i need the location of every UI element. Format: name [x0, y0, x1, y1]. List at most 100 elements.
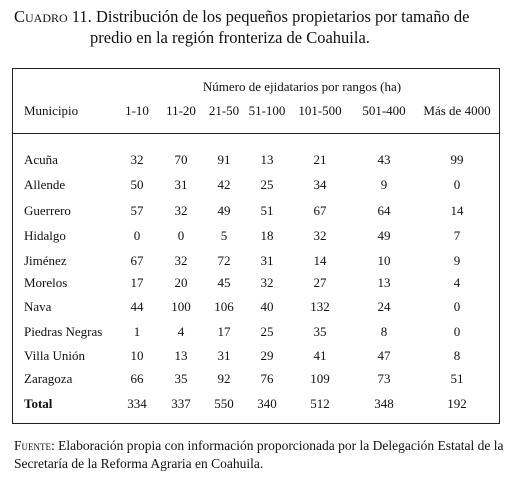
cell: 17: [131, 275, 145, 290]
cell: 340: [257, 396, 277, 411]
cell: 100: [171, 299, 191, 314]
row-label: Guerrero: [24, 203, 71, 218]
cell: 73: [378, 371, 391, 386]
cell: 67: [314, 203, 328, 218]
cell: 66: [131, 371, 145, 386]
cell: 8: [381, 324, 388, 339]
cell: 49: [378, 228, 391, 243]
column-header: 11-20: [166, 103, 196, 118]
cell: 4: [178, 324, 185, 339]
cell: 72: [218, 253, 231, 268]
cell: 21: [314, 152, 327, 167]
cell: 10: [378, 253, 391, 268]
cell: 67: [131, 253, 145, 268]
cell: 0: [134, 228, 141, 243]
row-label: Piedras Negras: [24, 324, 102, 339]
cell: 1: [134, 324, 141, 339]
cell: 51: [451, 371, 464, 386]
title-label: Cuadro 11.: [14, 7, 92, 26]
cell: 31: [218, 348, 231, 363]
cell: 334: [127, 396, 147, 411]
cell: 32: [131, 152, 144, 167]
cell: 57: [131, 203, 145, 218]
cell: 0: [178, 228, 185, 243]
cell: 10: [131, 348, 144, 363]
row-label: Allende: [24, 177, 65, 192]
column-header: 51-100: [249, 103, 286, 118]
cell: 32: [175, 203, 188, 218]
cell: 49: [218, 203, 231, 218]
row-label: Villa Unión: [24, 348, 85, 363]
cell: 47: [378, 348, 392, 363]
cell: 31: [261, 253, 274, 268]
cell: 9: [454, 253, 461, 268]
cell: 51: [261, 203, 274, 218]
source-text: Elaboración propia con información propo…: [14, 438, 504, 471]
cell: 50: [131, 177, 144, 192]
cell: 42: [218, 177, 231, 192]
cell: 13: [378, 275, 391, 290]
cell: 43: [378, 152, 391, 167]
cell: 14: [314, 253, 328, 268]
cell: 32: [261, 275, 274, 290]
column-header: Municipio: [24, 103, 78, 118]
cell: 91: [218, 152, 231, 167]
cell: 5: [221, 228, 228, 243]
row-label: Nava: [24, 299, 52, 314]
cell: 20: [175, 275, 188, 290]
cell: 41: [314, 348, 327, 363]
cell: 24: [378, 299, 392, 314]
cell: 0: [454, 299, 461, 314]
cell: 27: [314, 275, 328, 290]
cell: 44: [131, 299, 145, 314]
cell: 25: [261, 177, 274, 192]
cell: 40: [261, 299, 274, 314]
row-label: Morelos: [24, 275, 67, 290]
row-label: Zaragoza: [24, 371, 73, 386]
cell: 32: [314, 228, 327, 243]
cell: 348: [374, 396, 394, 411]
column-header: 21-50: [209, 103, 239, 118]
column-header: 101-500: [298, 103, 341, 118]
cell: 31: [175, 177, 188, 192]
cell: 7: [454, 228, 461, 243]
cell: 106: [214, 299, 234, 314]
cell: 25: [261, 324, 274, 339]
cell: 192: [447, 396, 467, 411]
row-label: Total: [24, 396, 53, 411]
column-header: 501-400: [362, 103, 405, 118]
cell: 99: [451, 152, 464, 167]
row-label: Acuña: [24, 152, 58, 167]
title: Cuadro 11. Distribución de los pequeños …: [14, 6, 504, 48]
cell: 132: [310, 299, 330, 314]
column-header: 1-10: [125, 103, 149, 118]
cell: 337: [171, 396, 191, 411]
cell: 18: [261, 228, 274, 243]
cell: 13: [175, 348, 188, 363]
row-label: Hidalgo: [24, 228, 66, 243]
source-label: Fuente:: [14, 438, 55, 453]
cell: 14: [451, 203, 465, 218]
cell: 92: [218, 371, 231, 386]
cell: 70: [175, 152, 188, 167]
cell: 34: [314, 177, 328, 192]
cell: 512: [310, 396, 330, 411]
source: Fuente: Elaboración propia con informaci…: [14, 437, 504, 473]
group-header: Número de ejidatarios por rangos (ha): [203, 79, 401, 94]
cell: 9: [381, 177, 388, 192]
cell: 4: [454, 275, 461, 290]
cell: 64: [378, 203, 392, 218]
cell: 109: [310, 371, 330, 386]
cell: 35: [314, 324, 327, 339]
cell: 32: [175, 253, 188, 268]
cell: 550: [214, 396, 234, 411]
cell: 8: [454, 348, 461, 363]
cell: 35: [175, 371, 188, 386]
cell: 29: [261, 348, 274, 363]
table-border: [12, 68, 500, 424]
cell: 45: [218, 275, 231, 290]
cell: 0: [454, 324, 461, 339]
cell: 17: [218, 324, 232, 339]
